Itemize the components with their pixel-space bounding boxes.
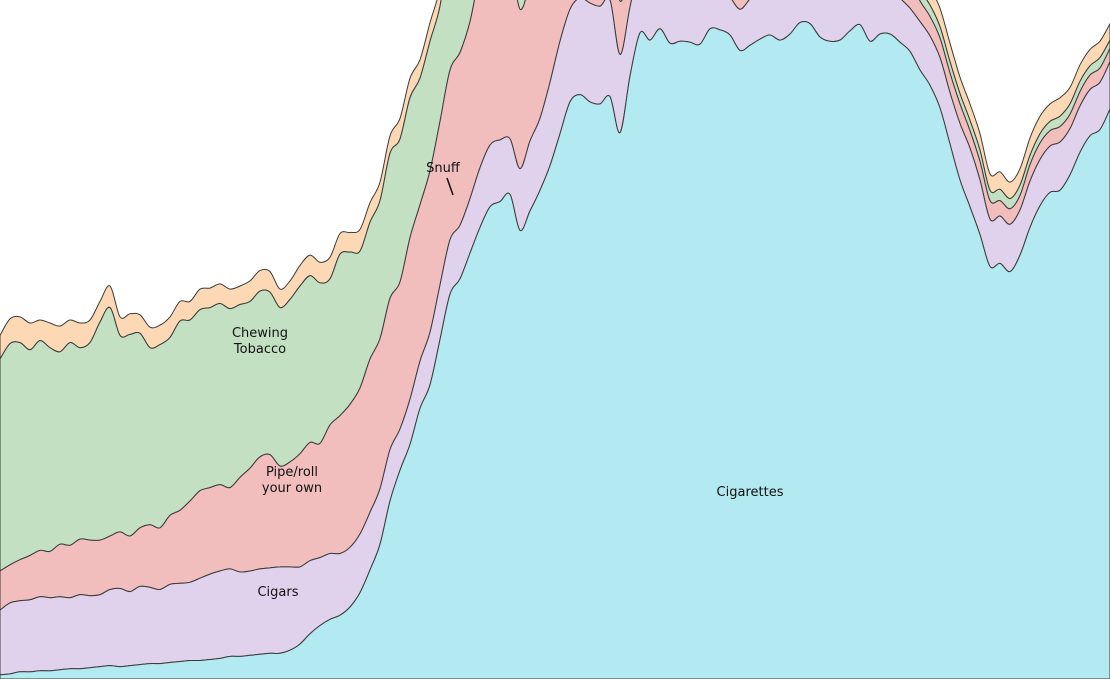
series-labels: Cigarettes Cigars Pipe/roll your own Che… (232, 161, 784, 600)
label-chewing-tobacco-line1: Chewing (232, 326, 288, 341)
area-band-cigarettes (0, 21, 1110, 679)
label-pipe-roll-line2: your own (262, 481, 322, 496)
label-cigars: Cigars (257, 585, 298, 600)
label-pipe-roll-line1: Pipe/roll (266, 465, 318, 480)
label-cigarettes: Cigarettes (717, 485, 784, 500)
label-snuff: Snuff (426, 161, 461, 176)
label-chewing-tobacco-line2: Tobacco (233, 342, 286, 357)
snuff-leader-line (446, 177, 454, 196)
